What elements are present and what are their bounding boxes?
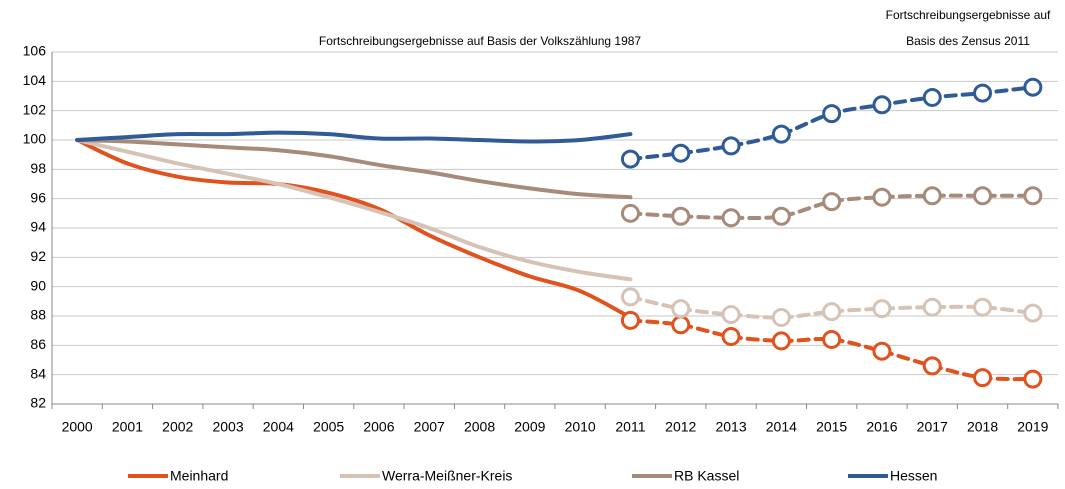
marker (1023, 303, 1043, 323)
marker (1023, 369, 1043, 389)
marker (872, 95, 892, 115)
line (75, 138, 633, 200)
marker (620, 310, 640, 330)
x-tick-label: 2008 (464, 419, 495, 435)
marker (671, 315, 691, 335)
marker (771, 307, 791, 327)
y-tick-label: 102 (23, 101, 47, 117)
marker (671, 299, 691, 319)
marker (1023, 77, 1043, 97)
marker (922, 87, 942, 107)
legend-label: Werra-Meißner-Kreis (382, 468, 512, 484)
y-tick-label: 98 (30, 160, 46, 176)
census-line (628, 85, 1035, 162)
marker (922, 356, 942, 376)
annotation: Fortschreibungsergebnisse auf (886, 8, 1051, 22)
census-line (628, 318, 1035, 382)
y-tick-label: 86 (30, 336, 46, 352)
x-tick-label: 2006 (363, 419, 394, 435)
legend-label: Hessen (890, 468, 937, 484)
marker (721, 208, 741, 228)
line (75, 138, 633, 320)
marker (822, 329, 842, 349)
x-tick-label: 2003 (212, 419, 243, 435)
x-tick-label: 2012 (665, 419, 696, 435)
y-tick-label: 84 (30, 365, 46, 381)
marker (822, 302, 842, 322)
marker (620, 203, 640, 223)
marker (922, 186, 942, 206)
legend-label: RB Kassel (674, 468, 739, 484)
annotation: Fortschreibungsergebnisse auf Basis der … (319, 34, 642, 48)
x-tick-label: 2018 (967, 419, 998, 435)
marker (671, 143, 691, 163)
marker (973, 368, 993, 388)
x-tick-label: 2015 (816, 419, 847, 435)
y-tick-label: 94 (30, 219, 46, 235)
line (75, 130, 633, 144)
y-tick-label: 106 (23, 43, 47, 59)
marker (721, 136, 741, 156)
marker (620, 149, 640, 169)
x-tick-label: 2009 (514, 419, 545, 435)
annotation: Basis des Zensus 2011 (906, 34, 1030, 48)
marker (721, 327, 741, 347)
x-tick-label: 2013 (715, 419, 746, 435)
y-tick-label: 88 (30, 307, 46, 323)
x-tick-label: 2001 (112, 419, 143, 435)
x-tick-label: 2016 (866, 419, 897, 435)
marker (671, 206, 691, 226)
marker (973, 186, 993, 206)
marker (872, 341, 892, 361)
marker (973, 297, 993, 317)
marker (771, 331, 791, 351)
x-tick-label: 2002 (162, 419, 193, 435)
y-tick-label: 104 (23, 72, 47, 88)
x-tick-label: 2019 (1017, 419, 1048, 435)
x-tick-label: 2000 (62, 419, 93, 435)
x-tick-label: 2010 (565, 419, 596, 435)
y-tick-label: 90 (30, 277, 46, 293)
marker (872, 187, 892, 207)
x-tick-label: 2011 (615, 419, 645, 435)
y-tick-label: 96 (30, 189, 46, 205)
legend-label: Meinhard (170, 468, 228, 484)
line (75, 138, 633, 282)
y-tick-label: 92 (30, 248, 46, 264)
x-tick-label: 2017 (917, 419, 948, 435)
marker (620, 287, 640, 307)
marker (922, 297, 942, 317)
x-tick-label: 2014 (766, 419, 797, 435)
marker (721, 305, 741, 325)
x-tick-label: 2004 (263, 419, 294, 435)
x-tick-label: 2007 (414, 419, 445, 435)
marker (822, 192, 842, 212)
marker (771, 124, 791, 144)
x-tick-label: 2005 (313, 419, 344, 435)
y-tick-label: 100 (23, 131, 47, 147)
marker (1023, 186, 1043, 206)
marker (771, 206, 791, 226)
marker (973, 83, 993, 103)
marker (822, 104, 842, 124)
marker (872, 299, 892, 319)
y-tick-label: 82 (30, 395, 46, 411)
